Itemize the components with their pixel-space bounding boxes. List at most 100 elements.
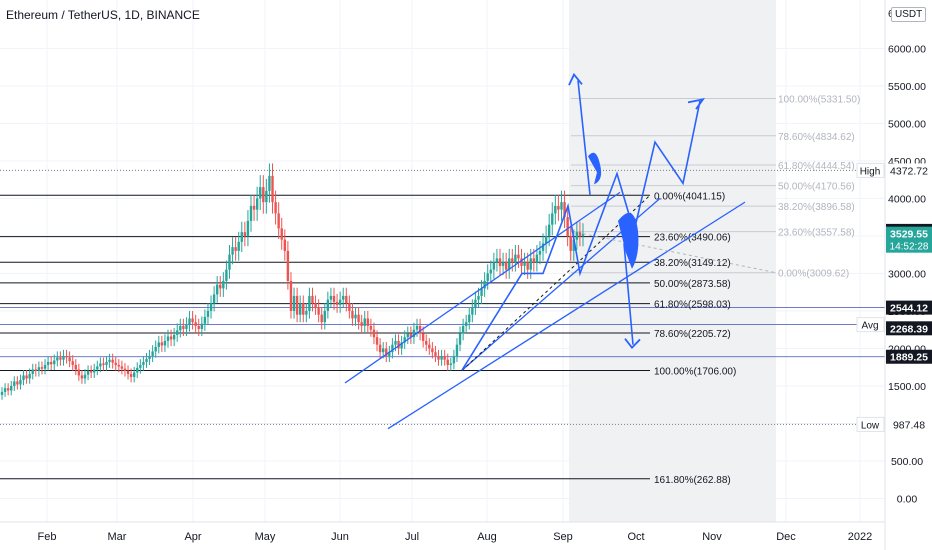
x-tick-label[interactable]: Oct bbox=[627, 531, 644, 543]
candle-body bbox=[111, 359, 114, 363]
x-tick-label[interactable]: Apr bbox=[184, 531, 201, 543]
candle-body bbox=[271, 175, 274, 203]
candle-body bbox=[431, 348, 434, 353]
price-tag-background bbox=[886, 300, 932, 315]
x-tick-label[interactable]: 2022 bbox=[848, 531, 872, 543]
candle-body bbox=[483, 280, 486, 289]
fib-extension-label: 38.20%(3896.58) bbox=[778, 202, 855, 213]
candle-body bbox=[71, 361, 74, 365]
candle-body bbox=[329, 295, 333, 300]
fib-extension-levels: 100.00%(5331.50) 78.60%(4834.62) 61.80%(44… bbox=[571, 94, 860, 280]
candle-body bbox=[295, 295, 299, 315]
channel-lower-line bbox=[387, 201, 746, 430]
chart-title: Ethereum / TetherUS, 1D, BINANCE bbox=[6, 8, 200, 22]
candle-body bbox=[403, 337, 406, 343]
candle-body bbox=[474, 299, 477, 308]
candle-body bbox=[203, 316, 207, 324]
candle-body bbox=[246, 220, 250, 236]
currency-button[interactable]: USDT bbox=[891, 7, 927, 22]
candle-body bbox=[495, 258, 499, 263]
candle-body bbox=[34, 369, 38, 371]
y-tick-label[interactable]: 6000.00 bbox=[888, 43, 926, 55]
candle-body bbox=[428, 344, 431, 349]
candle-body bbox=[163, 340, 167, 346]
candle-body bbox=[541, 243, 545, 251]
candle-body bbox=[320, 314, 323, 323]
candle-body bbox=[114, 362, 117, 365]
x-tick-label[interactable]: Mar bbox=[108, 531, 127, 543]
candle-body bbox=[385, 348, 388, 356]
candle-body bbox=[508, 258, 511, 270]
x-tick-label[interactable]: Sep bbox=[553, 531, 573, 543]
candle-body bbox=[172, 334, 176, 340]
x-tick-label[interactable]: Aug bbox=[477, 531, 497, 543]
y-tick-label[interactable]: 4000.00 bbox=[888, 193, 926, 205]
y-tick-label[interactable]: 3000.00 bbox=[888, 268, 926, 280]
x-tick-label[interactable]: Jun bbox=[331, 531, 349, 543]
candle-body bbox=[6, 388, 10, 391]
candle-body bbox=[209, 303, 213, 311]
price-tag-label: Low bbox=[861, 420, 880, 431]
candle-body bbox=[388, 352, 391, 356]
y-tick-label[interactable]: 1500.00 bbox=[888, 381, 926, 393]
candle-body bbox=[492, 262, 496, 270]
candle-body bbox=[369, 325, 373, 330]
fib-level-label: 38.20%(3149.12) bbox=[654, 258, 731, 269]
fib-level-label: 23.60%(3490.06) bbox=[654, 233, 731, 244]
fib-trend-dashed-line bbox=[461, 194, 651, 371]
candle-body bbox=[259, 187, 262, 199]
fib-level-label: 78.60%(2205.72) bbox=[654, 329, 731, 340]
x-tick-label[interactable]: May bbox=[255, 531, 276, 543]
y-tick-label[interactable]: 500.00 bbox=[891, 456, 923, 468]
candle-body bbox=[511, 258, 514, 263]
candle-body bbox=[255, 198, 259, 210]
candle-body bbox=[86, 370, 90, 375]
candle-body bbox=[547, 224, 551, 236]
candle-body bbox=[381, 348, 385, 353]
candle-body bbox=[83, 374, 87, 379]
candle-body bbox=[569, 235, 572, 251]
candle-body bbox=[13, 381, 16, 386]
candle-body bbox=[225, 269, 228, 281]
candle-body bbox=[412, 329, 416, 338]
y-tick-label[interactable]: 0.00 bbox=[897, 494, 918, 506]
candle-body bbox=[425, 340, 428, 345]
candle-body bbox=[74, 364, 77, 370]
fib-extension-label: 0.00%(3009.62) bbox=[778, 269, 849, 280]
x-tick-label[interactable]: Nov bbox=[702, 531, 722, 543]
price-tag-label: High bbox=[860, 166, 881, 177]
candle-body bbox=[28, 373, 31, 379]
candle-body bbox=[464, 322, 468, 326]
candle-body bbox=[219, 284, 222, 289]
time-axis[interactable]: Feb Mar Apr May Jun Jul Aug Sep Oct Nov Dec 2022 bbox=[0, 521, 885, 543]
candle-body bbox=[37, 367, 41, 371]
y-tick-label[interactable]: 5500.00 bbox=[888, 81, 926, 93]
candle-body bbox=[77, 369, 81, 376]
candle-body bbox=[46, 361, 50, 365]
candle-body bbox=[176, 330, 179, 335]
candle-body bbox=[10, 385, 13, 391]
x-tick-label[interactable]: Feb bbox=[38, 531, 57, 543]
y-tick-label[interactable]: 5000.00 bbox=[888, 118, 926, 130]
candle-body bbox=[391, 344, 394, 353]
price-axis[interactable]: 6000.005500.005000.004500.004000.003500.… bbox=[884, 0, 926, 550]
candle-body bbox=[108, 359, 111, 362]
candle-body bbox=[308, 295, 311, 311]
candle-body bbox=[378, 344, 382, 353]
candle-body bbox=[40, 367, 44, 369]
candle-body bbox=[538, 250, 542, 255]
candle-body bbox=[191, 318, 194, 323]
candle-body bbox=[446, 359, 449, 365]
candle-body bbox=[166, 336, 170, 341]
candle-body bbox=[151, 351, 154, 356]
x-tick-label[interactable]: Jul bbox=[405, 531, 419, 543]
scenario-down-arrow-line bbox=[623, 243, 634, 345]
candle-body bbox=[363, 318, 366, 326]
candle-body bbox=[345, 295, 348, 304]
candle-body bbox=[443, 355, 446, 360]
x-tick-label[interactable]: Dec bbox=[776, 531, 796, 543]
candle-body bbox=[252, 205, 256, 210]
candle-body bbox=[185, 324, 188, 329]
